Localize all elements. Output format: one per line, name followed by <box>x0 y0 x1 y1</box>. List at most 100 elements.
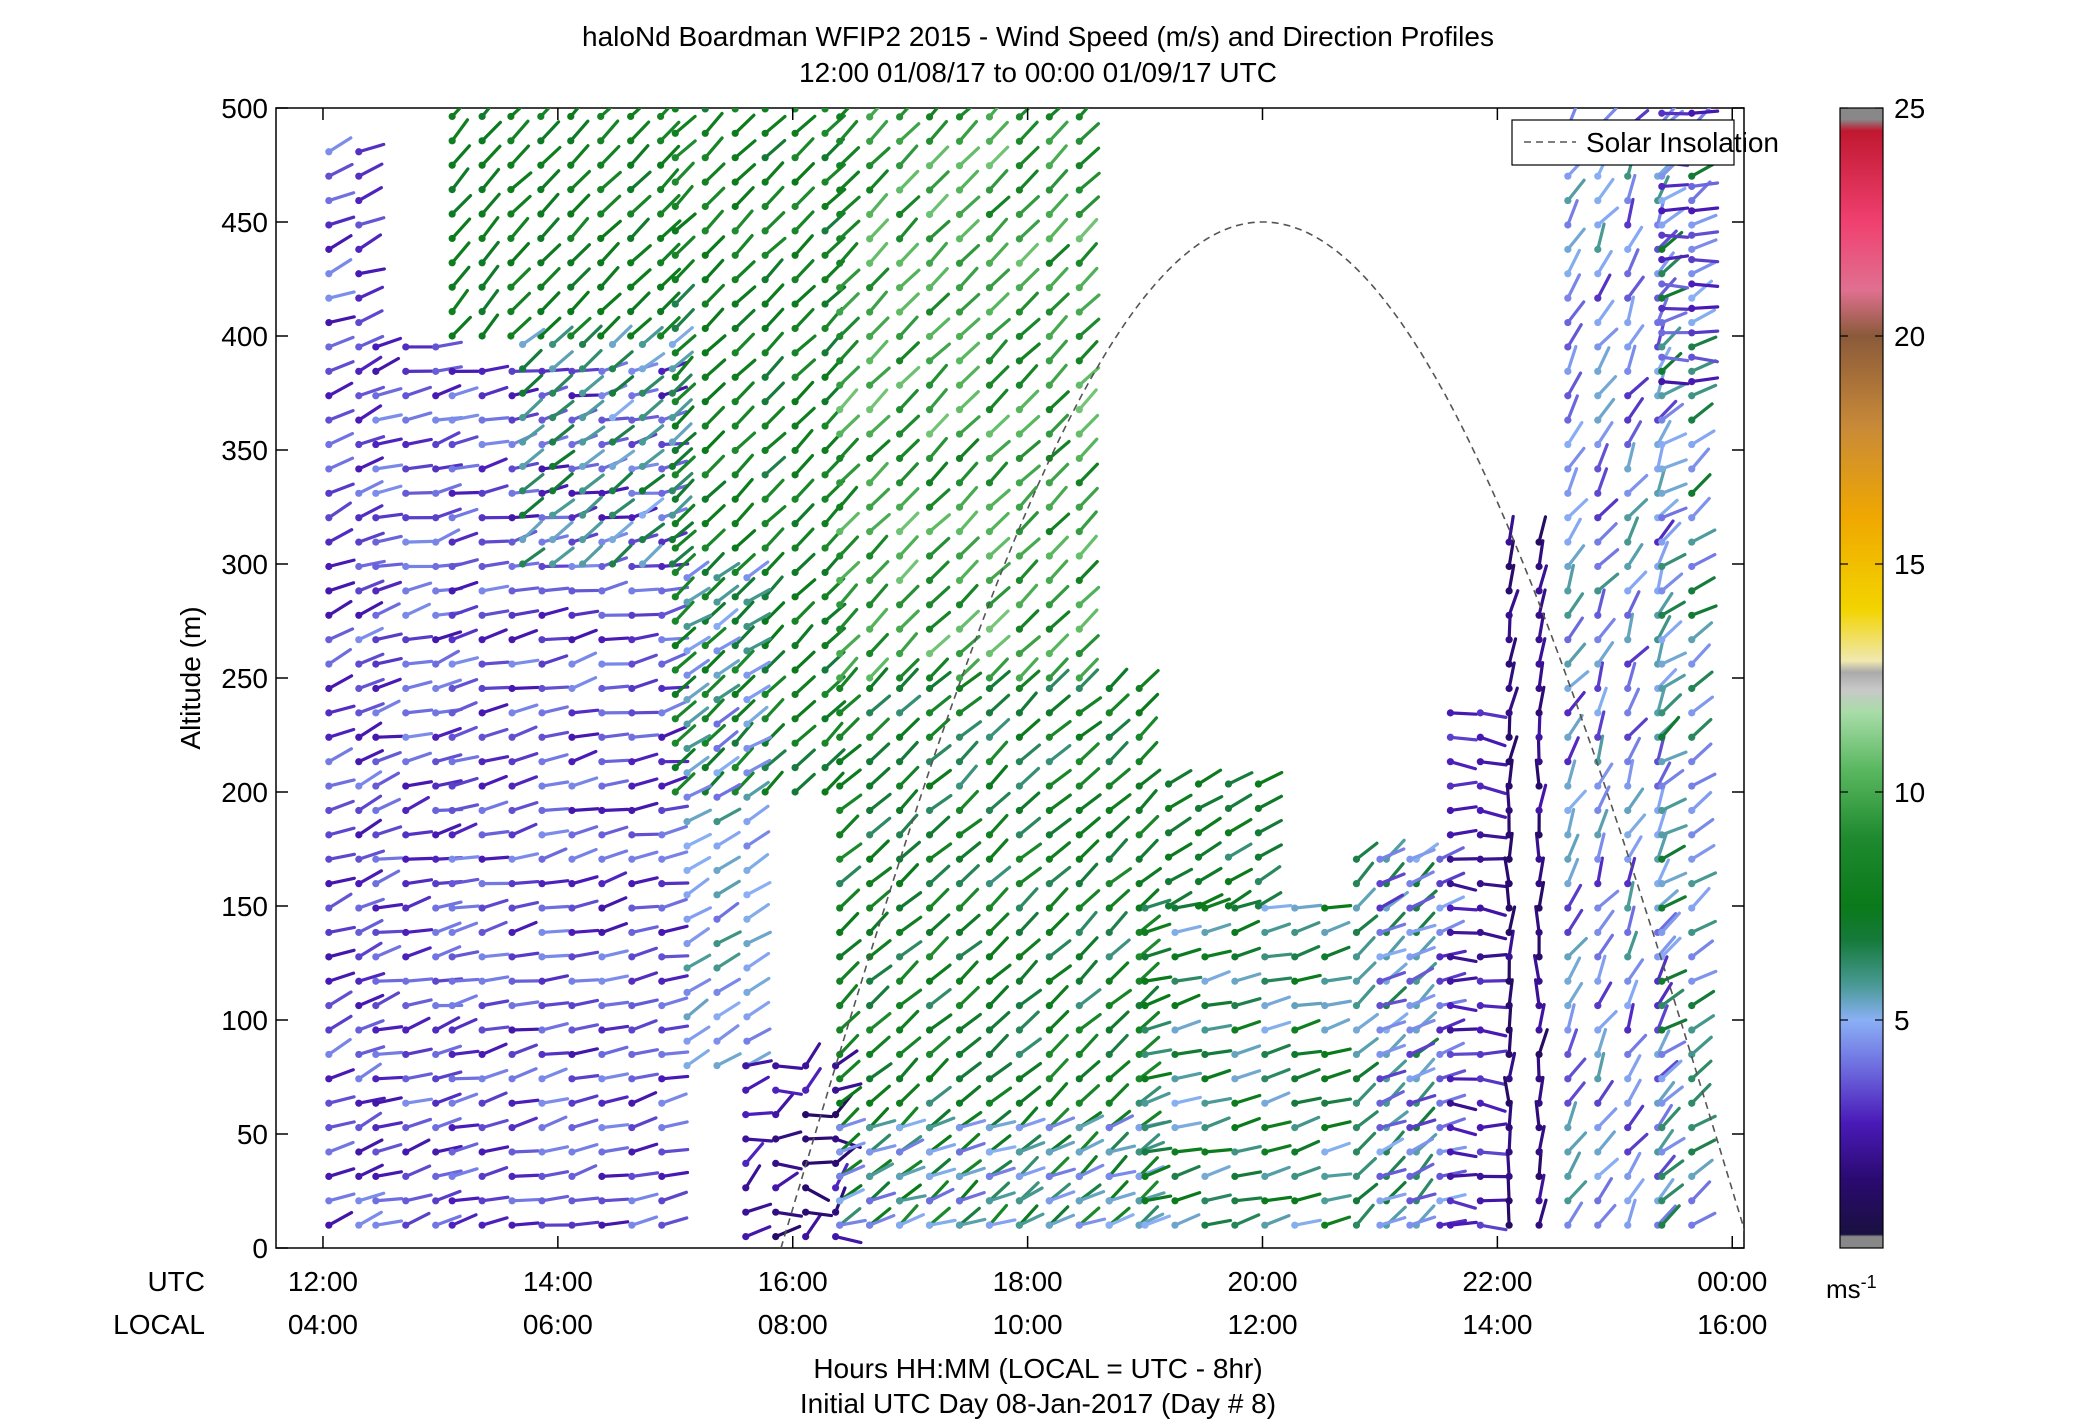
wind-barb <box>683 953 712 972</box>
wind-barb-shaft <box>927 119 949 143</box>
wind-barb <box>355 869 384 888</box>
wind-barb <box>567 119 590 145</box>
wind-barb-dot <box>658 489 666 497</box>
wind-barb-dot <box>537 137 545 145</box>
wind-barb <box>402 463 434 473</box>
wind-barb-dot <box>925 528 934 536</box>
wind-barb <box>925 842 953 863</box>
wind-barb-dot <box>448 855 456 863</box>
wind-barb-shaft <box>763 236 787 257</box>
wind-barb-dot <box>955 1075 964 1083</box>
wind-barb-shaft <box>957 341 981 363</box>
wind-barb <box>448 803 480 815</box>
wind-barb-shaft <box>1293 1068 1321 1081</box>
wind-barb-shaft <box>434 1092 462 1105</box>
wind-barb <box>836 1141 866 1156</box>
wind-barb-dot <box>627 137 635 145</box>
wind-barb-dot <box>537 283 545 291</box>
wind-barb <box>325 1167 356 1181</box>
wind-barb-shaft <box>374 751 402 764</box>
wind-barb-shaft <box>927 718 951 739</box>
wind-barb-shaft <box>927 108 940 119</box>
wind-barb <box>478 364 510 375</box>
wind-barb-dot <box>791 300 799 308</box>
wind-barb-shaft <box>1408 945 1436 959</box>
wind-barb <box>985 634 1011 658</box>
wind-barb-dot <box>713 818 721 826</box>
wind-barb-shaft <box>1438 895 1465 910</box>
wind-barb <box>1254 794 1283 813</box>
wind-barb-dot <box>478 1124 486 1132</box>
wind-barb-shaft <box>450 507 479 520</box>
wind-barb-dot <box>1201 953 1209 961</box>
wind-barb <box>955 740 979 766</box>
wind-barb-shaft <box>450 701 478 715</box>
wind-barb-dot <box>791 544 799 552</box>
wind-barb <box>925 913 951 937</box>
wind-barb <box>568 1047 599 1059</box>
wind-barb-shaft <box>660 775 688 788</box>
wind-barb <box>478 120 502 145</box>
wind-barb-dot <box>836 1026 844 1034</box>
wind-barb-dot <box>671 788 679 796</box>
wind-barb-shaft <box>838 365 861 387</box>
wind-barb-dot <box>668 511 676 519</box>
wind-barb-shaft <box>357 897 385 910</box>
wind-barb-shaft <box>374 1170 404 1179</box>
wind-barb <box>1075 936 1099 961</box>
wind-barb <box>713 1024 740 1045</box>
wind-barb <box>925 1116 956 1132</box>
wind-barb <box>1015 635 1041 658</box>
wind-barb <box>598 896 628 912</box>
wind-barb <box>1261 1214 1291 1229</box>
wind-barb <box>538 904 570 912</box>
wind-barb-shaft <box>1203 1116 1231 1130</box>
wind-barb-shaft <box>1226 793 1253 811</box>
wind-barb-shaft <box>357 480 384 495</box>
wind-barb-dot <box>985 1197 994 1205</box>
wind-barb <box>448 265 471 291</box>
wind-barb-shaft <box>733 285 757 306</box>
wind-barb <box>713 1001 741 1021</box>
wind-barb-dot <box>671 715 679 723</box>
wind-barb <box>402 855 434 863</box>
wind-barb-dot <box>567 332 575 340</box>
wind-barb <box>836 656 859 682</box>
wind-barb <box>1446 976 1478 985</box>
wind-barb-dot <box>432 636 440 644</box>
wind-barb-shaft <box>434 630 463 642</box>
wind-barb <box>1141 1194 1173 1205</box>
wind-barb <box>1436 1041 1465 1059</box>
wind-barb-dot <box>671 108 679 113</box>
wind-barb <box>355 1062 382 1083</box>
wind-barb-shaft <box>1047 217 1069 241</box>
wind-barb <box>701 108 709 113</box>
wind-barb-dot <box>628 880 636 888</box>
wind-barb <box>683 832 712 850</box>
wind-barb-dot <box>628 636 636 644</box>
wind-barb-shaft <box>898 988 923 1008</box>
wind-barb-shaft <box>715 707 740 726</box>
wind-barb <box>1231 1020 1262 1034</box>
wind-barb-dot <box>1231 1197 1239 1205</box>
wind-barb-dot <box>598 465 606 473</box>
wind-barb-shaft <box>1226 817 1253 835</box>
wind-barb-shaft <box>1017 169 1039 192</box>
wind-barb-dot <box>955 406 964 414</box>
wind-barb-dot <box>821 373 829 381</box>
wind-barb <box>658 1147 690 1156</box>
wind-barb-dot <box>1015 684 1023 693</box>
wind-barb-dot <box>658 1124 666 1132</box>
wind-barb-shaft <box>1047 108 1062 119</box>
wind-barb-shaft <box>327 990 353 1008</box>
wind-barb-dot <box>508 538 516 546</box>
wind-barb <box>1135 768 1162 790</box>
wind-barb-dot <box>821 471 829 479</box>
wind-barb-dot <box>1015 186 1023 194</box>
wind-barb <box>743 684 771 704</box>
wind-barb-shaft <box>630 1116 658 1130</box>
wind-barb-dot <box>478 137 486 145</box>
wind-barb-dot <box>1015 904 1023 912</box>
wind-barb-dot <box>1075 674 1083 682</box>
wind-barb <box>567 243 592 267</box>
